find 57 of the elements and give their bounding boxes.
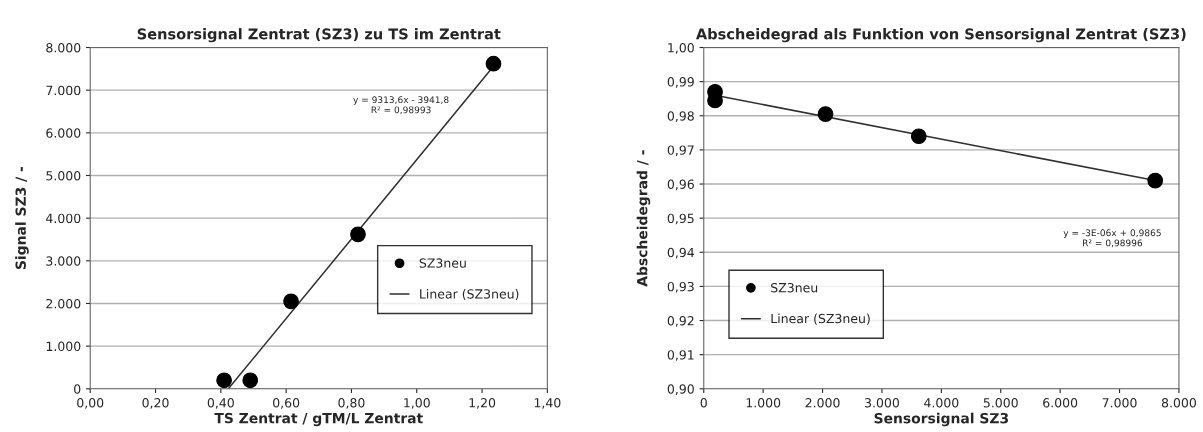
point [485,55,502,72]
y-tick-label: 1,00 [668,42,694,54]
annotation: y = 9313,6x - 3941,8 R² = 0,98993 [353,96,449,115]
y-tick-label: 0,91 [667,350,694,361]
y-tick-label: 0,94 [667,247,695,259]
legend-label: SZ3neu [771,282,818,293]
y-tick-label: 3.000 [46,256,81,266]
x-tick-label: 3.000 [865,398,900,408]
point [283,293,299,310]
y-tick-label: 0,97 [667,145,694,157]
x-axis-title: Sensorsignal SZ3 [874,412,1009,427]
legend-label: Linear (SZ3neu) [420,288,519,301]
y-tick-label: 0,90 [667,384,694,395]
y-tick-label: 4.000 [46,213,81,224]
y-tick-label: 0,98 [667,111,694,122]
x-tick-label: 1,00 [404,398,430,409]
chart-title: Sensorsignal Zentrat (SZ3) zu TS im Zentrat [137,28,501,43]
point [350,226,366,243]
x-tick-label: 8.000 [1161,398,1196,408]
x-tick-label: 0,00 [77,398,104,409]
x-tick-label: 1,40 [534,398,561,409]
x-tick-label: 0 [700,398,707,408]
x-tick-label: 0,60 [273,398,300,409]
y-tick-label: 0,92 [667,316,694,327]
y-tick-label: 5.000 [46,170,81,181]
y-tick-label: 0,96 [667,179,694,191]
x-tick-label: 2.000 [805,398,840,408]
legend-label: Linear (SZ3neu) [771,313,870,325]
y-tick-label: 1.000 [46,341,81,352]
point [216,372,232,389]
y-tick-label: 0,95 [667,213,694,225]
x-tick-label: 6.000 [1043,398,1078,408]
chart-title: Abscheidegrad als Funktion von Sensorsignal Zentrat (SZ3) [695,28,1186,43]
y-tick-label: 7.000 [46,85,81,96]
x-tick-label: 0,40 [207,398,234,409]
point [242,372,259,389]
y-tick-label: 8.000 [46,42,81,53]
legend-label: SZ3neu [419,258,466,268]
y-axis-title: Abscheidegrad / - [636,150,651,287]
annotation: y = -3E-06x + 0,9865 R² = 0,98996 [1063,229,1161,248]
y-tick-label: 2.000 [46,298,81,309]
x-tick-label: 7.000 [1102,398,1137,408]
y-axis-title: Signal SZ3 / - [15,167,29,270]
x-tick-label: 5.000 [983,398,1018,408]
y-tick-label: 0,99 [667,77,694,88]
y-tick-label: 0,93 [667,281,694,293]
point [817,106,834,122]
x-axis-title: TS Zentrat / gTM/L Zentrat [214,412,423,427]
x-tick-label: 1,20 [469,398,496,409]
y-tick-label: 0 [74,384,81,394]
x-tick-label: 4.000 [924,398,959,408]
x-tick-label: 1.000 [746,398,781,408]
point [1147,172,1164,189]
x-tick-label: 0,80 [338,398,365,409]
x-tick-label: 0,20 [142,398,169,409]
point [910,128,927,145]
y-tick-label: 6.000 [46,128,81,138]
